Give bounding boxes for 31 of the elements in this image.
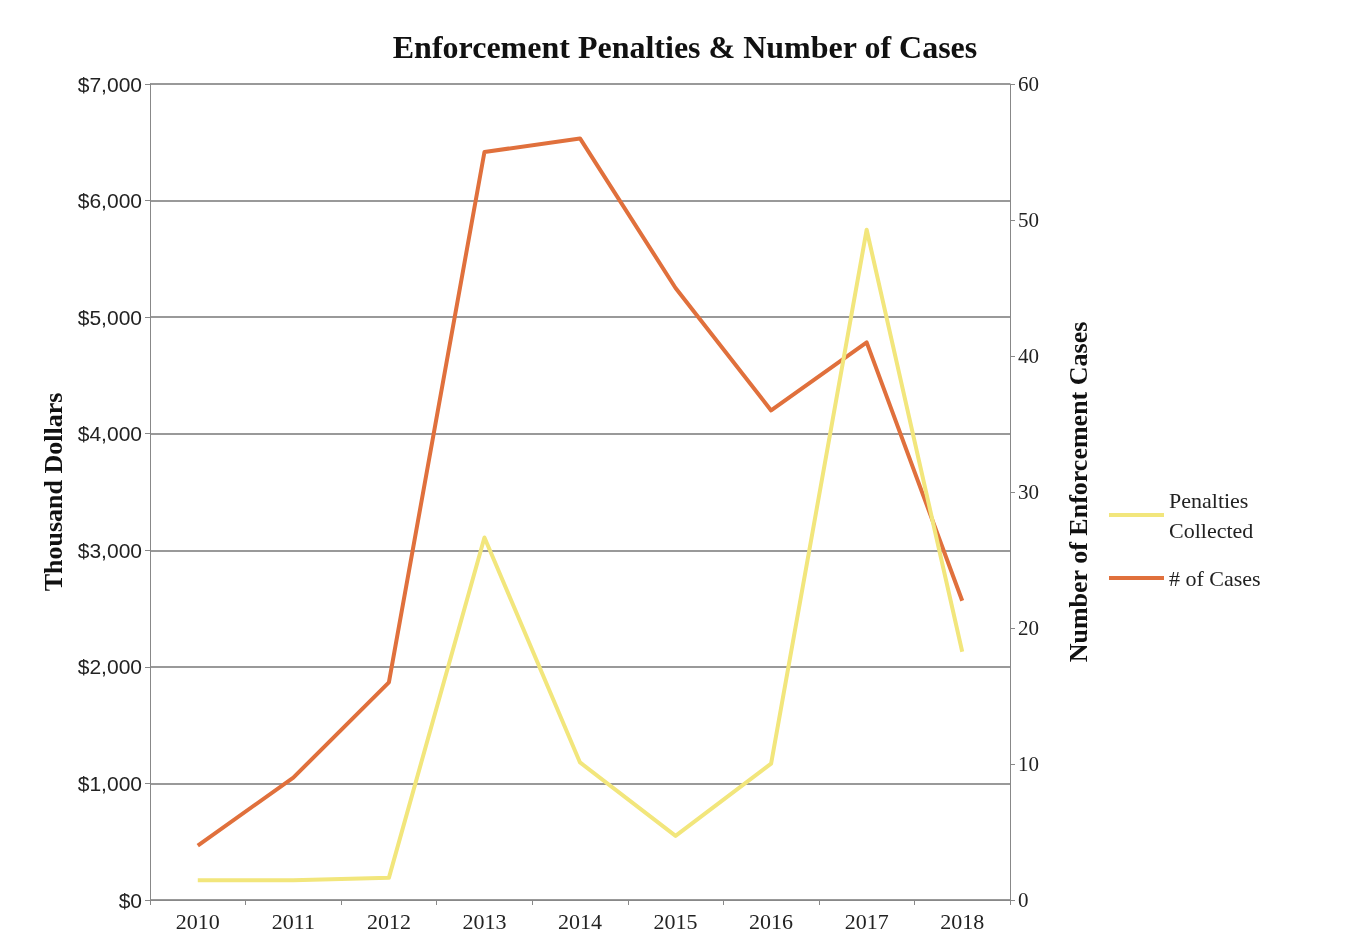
x-tick-label: 2012 xyxy=(366,908,411,934)
y-tick-label: $4,000 xyxy=(77,422,142,446)
x-tick-label: 2011 xyxy=(271,908,315,934)
y2-tick-label: 10 xyxy=(1018,752,1039,776)
y-tick-label: $7,000 xyxy=(77,72,142,96)
line-series xyxy=(195,136,965,848)
y-tick-label: $3,000 xyxy=(77,538,142,562)
chart-title: Enforcement Penalties & Number of Cases xyxy=(392,29,978,65)
y2-tick-label: 20 xyxy=(1018,616,1039,640)
y-tick-label: $5,000 xyxy=(77,305,142,329)
x-tick-label: 2010 xyxy=(175,908,220,934)
x-tick-label: 2013 xyxy=(462,908,507,934)
y-axis-title: Thousand Dollars xyxy=(39,392,69,592)
y2-tick-label: 60 xyxy=(1018,72,1039,96)
y2-tick-label: 0 xyxy=(1018,888,1029,912)
y-tick-label: $2,000 xyxy=(77,655,142,679)
y-tick-label: $0 xyxy=(118,888,142,912)
x-tick-label: 2015 xyxy=(653,908,698,934)
legend-label: Penalties Collected xyxy=(1169,487,1254,543)
line-series xyxy=(195,227,965,883)
y2-tick-label: 30 xyxy=(1018,480,1039,504)
y-tick-label: $6,000 xyxy=(77,189,142,213)
x-tick-label: 2016 xyxy=(749,908,794,934)
y-tick-label: $1,000 xyxy=(77,771,142,795)
y2-axis-title: Number of Enforcement Cases xyxy=(1063,321,1093,663)
x-tick-label: 2014 xyxy=(558,908,602,934)
y2-tick-label: 50 xyxy=(1018,208,1039,232)
x-tick-label: 2017 xyxy=(844,908,889,934)
x-tick-label: 2018 xyxy=(940,908,985,934)
legend-label: # of Cases xyxy=(1169,565,1261,591)
y2-tick-label: 40 xyxy=(1018,344,1039,368)
